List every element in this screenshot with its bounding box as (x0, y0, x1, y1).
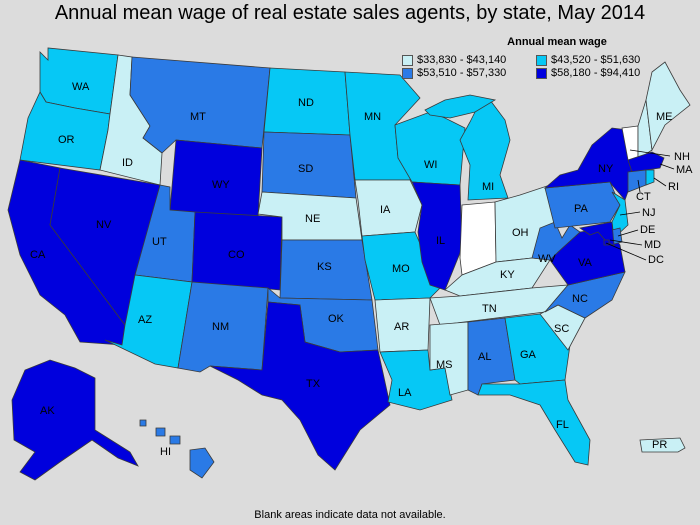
legend-item: $58,180 - $94,410 (536, 67, 686, 79)
label-AZ: AZ (138, 314, 152, 326)
label-RI: RI (668, 181, 679, 193)
label-OK: OK (328, 313, 345, 325)
label-NY: NY (598, 163, 614, 175)
label-MO: MO (392, 263, 410, 275)
footnote: Blank areas indicate data not available. (254, 509, 446, 521)
legend-label: $58,180 - $94,410 (551, 67, 641, 79)
label-VA: VA (578, 257, 593, 269)
label-AL: AL (478, 351, 491, 363)
legend-swatch (536, 54, 547, 66)
state-MA[interactable] (627, 151, 665, 173)
label-DE: DE (640, 224, 655, 236)
state-MI-upper[interactable] (424, 94, 497, 119)
legend-item: $53,510 - $57,330 (402, 67, 530, 79)
legend-label: $43,520 - $51,630 (551, 54, 641, 66)
legend-title: Annual mean wage (507, 36, 607, 48)
label-NV: NV (96, 219, 112, 231)
state-PR[interactable] (639, 437, 686, 453)
label-CA: CA (30, 249, 46, 261)
label-NM: NM (212, 321, 229, 333)
state-TX[interactable] (209, 301, 391, 471)
label-SC: SC (554, 323, 569, 335)
label-IA: IA (380, 204, 391, 216)
label-PA: PA (574, 203, 589, 215)
label-NC: NC (572, 293, 588, 305)
label-MS: MS (436, 359, 453, 371)
label-NJ: NJ (642, 207, 655, 219)
legend: Annual mean wage $33,830 - $43,140 $43,5… (402, 36, 692, 79)
legend-label: $33,830 - $43,140 (417, 54, 507, 66)
label-NE: NE (305, 213, 320, 225)
label-OR: OR (58, 134, 75, 146)
label-KY: KY (500, 269, 515, 281)
label-IL: IL (436, 235, 445, 247)
label-TX: TX (306, 378, 321, 390)
label-ND: ND (298, 97, 314, 109)
label-OH: OH (512, 227, 529, 239)
label-FL: FL (556, 419, 569, 431)
label-GA: GA (520, 349, 537, 361)
label-MN: MN (364, 111, 381, 123)
label-MT: MT (190, 111, 206, 123)
legend-swatch (536, 67, 547, 79)
label-SD: SD (298, 163, 313, 175)
label-WI: WI (424, 159, 437, 171)
label-KS: KS (317, 261, 332, 273)
state-AK[interactable] (11, 359, 139, 481)
legend-item: $43,520 - $51,630 (536, 54, 686, 66)
label-HI: HI (160, 446, 171, 458)
state-LA[interactable] (379, 349, 453, 411)
legend-items: $33,830 - $43,140 $43,520 - $51,630 $53,… (402, 54, 692, 79)
label-MA: MA (676, 164, 693, 176)
state-RI[interactable] (645, 169, 655, 186)
label-AK: AK (40, 405, 55, 417)
label-WY: WY (212, 179, 230, 191)
label-MI: MI (482, 181, 494, 193)
label-LA: LA (398, 387, 412, 399)
state-IL[interactable] (411, 181, 463, 291)
label-CO: CO (228, 249, 245, 261)
label-AR: AR (394, 321, 409, 333)
state-ME[interactable] (645, 61, 691, 152)
label-WA: WA (72, 81, 90, 93)
legend-swatch (402, 67, 413, 79)
map-title: Annual mean wage of real estate sales ag… (54, 2, 646, 24)
label-NH: NH (674, 151, 690, 163)
label-TN: TN (482, 303, 497, 315)
label-PR: PR (652, 439, 667, 451)
legend-label: $53,510 - $57,330 (417, 67, 507, 79)
state-HI[interactable] (189, 447, 215, 479)
state-MT[interactable] (129, 56, 271, 154)
legend-item: $33,830 - $43,140 (402, 54, 530, 66)
state-CT[interactable] (627, 169, 647, 193)
state-FL[interactable] (477, 379, 591, 466)
label-DC: DC (648, 254, 664, 266)
legend-swatch (402, 54, 413, 66)
state-HI-islands[interactable] (139, 419, 181, 445)
label-UT: UT (152, 236, 167, 248)
state-labels: WA OR CA ID NV MT WY UT CO AZ NM ND SD N… (30, 81, 693, 458)
label-ME: ME (656, 111, 673, 123)
label-WV: WV (538, 253, 556, 265)
label-leaders (605, 149, 675, 261)
label-CT: CT (636, 191, 651, 203)
label-MD: MD (644, 239, 661, 251)
label-ID: ID (122, 157, 133, 169)
